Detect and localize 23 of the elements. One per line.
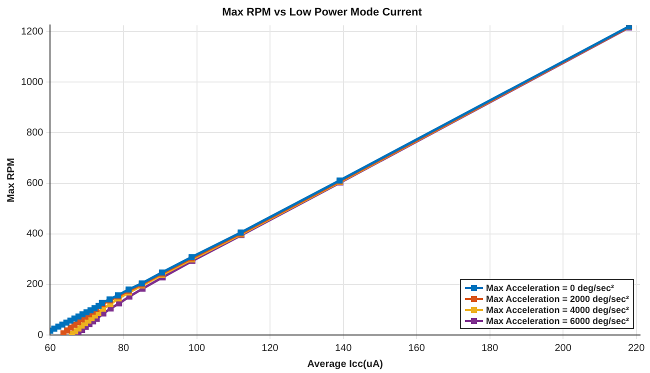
y-tick-label: 800 <box>26 127 44 138</box>
chart-title: Max RPM vs Low Power Mode Current <box>222 6 422 19</box>
y-tick-label: 1200 <box>20 26 44 38</box>
y-axis-title: Max RPM <box>6 158 17 202</box>
legend-label: Max Acceleration = 4000 deg/sec² <box>486 304 629 314</box>
x-tick-label: 100 <box>188 342 206 354</box>
x-axis-title: Average Icc(uA) <box>307 358 384 370</box>
legend-label: Max Acceleration = 6000 deg/sec² <box>486 316 629 326</box>
x-tick-label: 200 <box>554 342 572 354</box>
x-tick-label: 80 <box>118 342 130 354</box>
legend-label: Max Acceleration = 2000 deg/sec² <box>486 294 629 304</box>
x-tick-label: 60 <box>44 342 56 354</box>
y-tick-label: 600 <box>26 178 44 190</box>
y-tick-label: 1000 <box>20 76 44 88</box>
x-tick-label: 140 <box>334 342 352 354</box>
y-tick-label: 200 <box>26 279 44 290</box>
y-tick-label: 0 <box>38 330 44 341</box>
x-tick-label: 220 <box>628 342 646 354</box>
legend-label: Max Acceleration = 0 deg/sec² <box>486 282 614 292</box>
y-tick-label: 400 <box>26 228 44 240</box>
x-tick-label: 120 <box>262 342 279 354</box>
x-tick-label: 160 <box>408 342 426 354</box>
x-tick-label: 180 <box>481 342 499 354</box>
